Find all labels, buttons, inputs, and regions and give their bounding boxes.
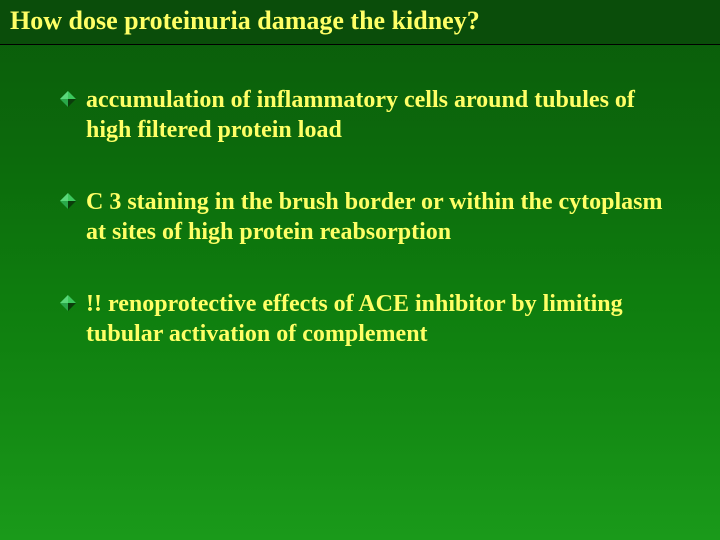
bullet-text: C 3 staining in the brush border or with… — [86, 187, 680, 247]
bullet-text: accumulation of inflammatory cells aroun… — [86, 85, 680, 145]
list-item: C 3 staining in the brush border or with… — [60, 187, 680, 247]
diamond-bullet-icon — [60, 91, 76, 107]
bullet-text: !! renoprotective effects of ACE inhibit… — [86, 289, 680, 349]
diamond-bullet-icon — [60, 295, 76, 311]
list-item: !! renoprotective effects of ACE inhibit… — [60, 289, 680, 349]
diamond-bullet-icon — [60, 193, 76, 209]
slide-title: How dose proteinuria damage the kidney? — [10, 6, 710, 36]
title-bar: How dose proteinuria damage the kidney? — [0, 0, 720, 45]
list-item: accumulation of inflammatory cells aroun… — [60, 85, 680, 145]
content-area: accumulation of inflammatory cells aroun… — [0, 45, 720, 349]
